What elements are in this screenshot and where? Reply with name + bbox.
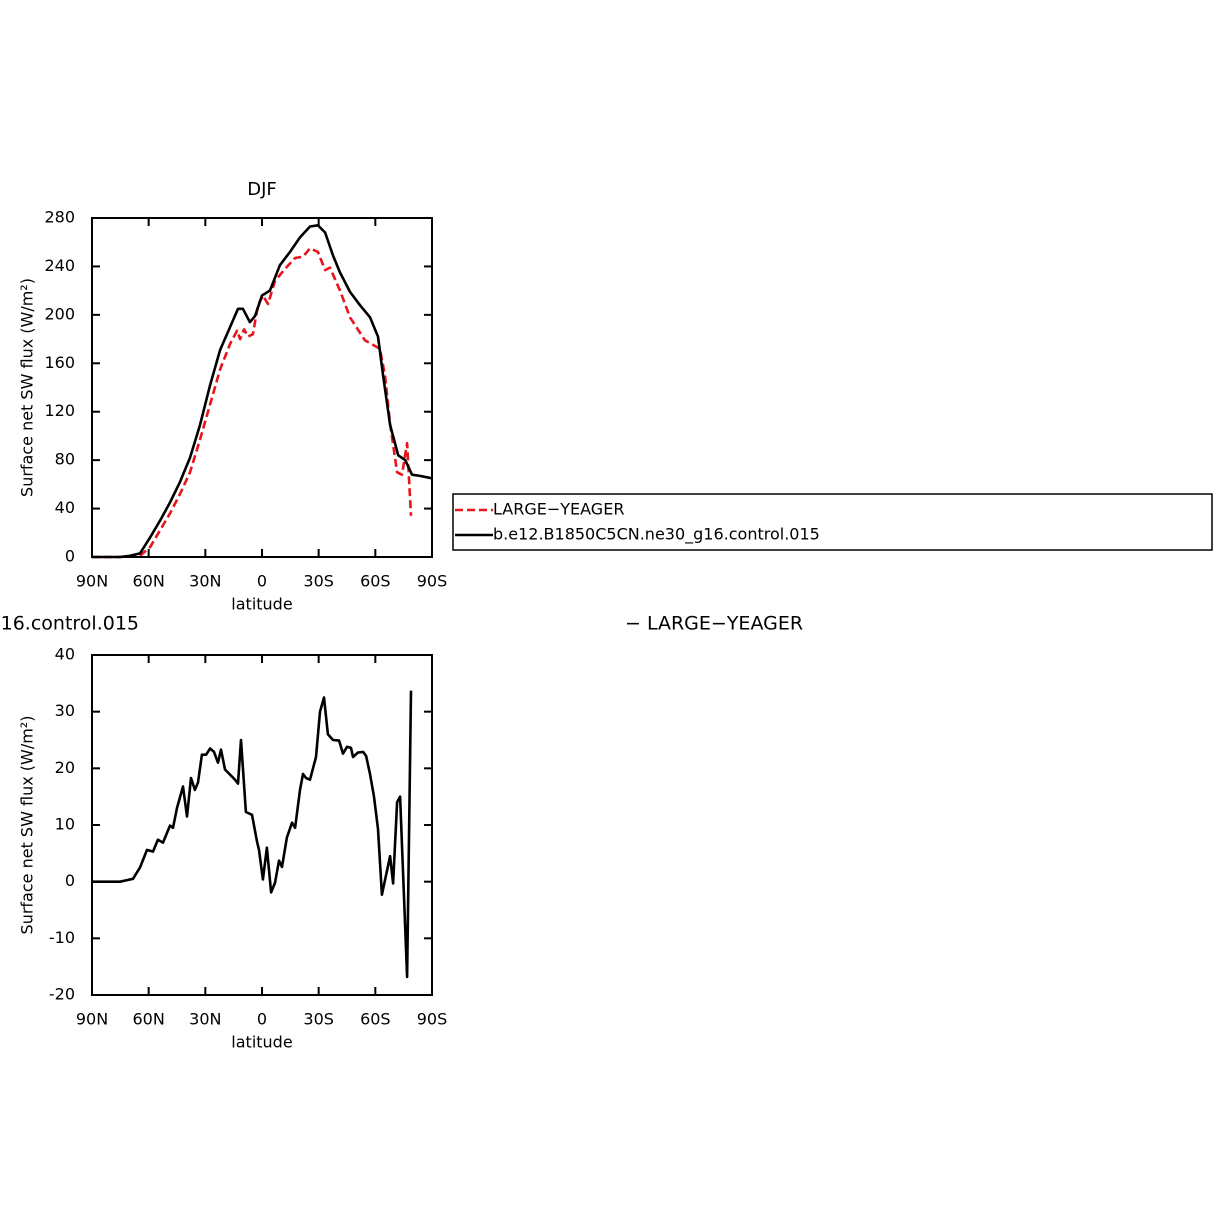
x-axis-label: latitude [231,595,292,614]
x-tick-label: 0 [257,572,267,591]
y-tick-label: 120 [44,401,75,420]
y-tick-label: 240 [44,256,75,275]
data-line [92,690,413,979]
x-tick-label: 30S [303,572,334,591]
plot-frame [91,654,433,996]
y-tick-label: 0 [65,547,75,566]
x-tick-label: 90N [76,1010,108,1029]
y-tick-label: 0 [65,871,75,890]
x-tick-label: 0 [257,1010,267,1029]
x-tick-label: 60S [360,572,391,591]
x-axis-label: latitude [231,1033,292,1052]
y-tick-label: 40 [55,645,75,664]
x-tick-label: 60N [133,1010,165,1029]
x-tick-label: 30S [303,1010,334,1029]
x-tick-label: 90N [76,572,108,591]
legend-label: LARGE−YEAGER [493,500,624,519]
x-tick-label: 60S [360,1010,391,1029]
legend-box [452,493,1213,551]
y-tick-label: 80 [55,450,75,469]
y-axis-label: Surface net SW flux (W/m²) [18,278,37,497]
legend-label: b.e12.B1850C5CN.ne30_g16.control.015 [493,525,820,545]
x-tick-label: 90S [417,572,448,591]
x-tick-label: 30N [189,572,221,591]
y-tick-label: 40 [55,498,75,517]
y-tick-label: 280 [44,208,75,227]
data-line [92,224,433,559]
y-tick-label: 30 [55,701,75,720]
x-tick-label: 60N [133,572,165,591]
data-line [92,247,413,559]
y-axis-label: Surface net SW flux (W/m²) [18,716,37,935]
y-tick-label: -20 [49,985,75,1004]
left-title: b.e12.B1850C5CN.ne30_g16.control.015 [0,613,139,635]
y-tick-label: 20 [55,758,75,777]
y-tick-label: 200 [44,304,75,323]
y-tick-label: 160 [44,353,75,372]
x-tick-label: 90S [417,1010,448,1029]
y-tick-label: 10 [55,815,75,834]
y-tick-label: -10 [49,928,75,947]
plot-frame [91,217,433,558]
chart-title: DJF [247,179,277,200]
right-title: − LARGE−YEAGER [625,613,803,635]
x-tick-label: 30N [189,1010,221,1029]
